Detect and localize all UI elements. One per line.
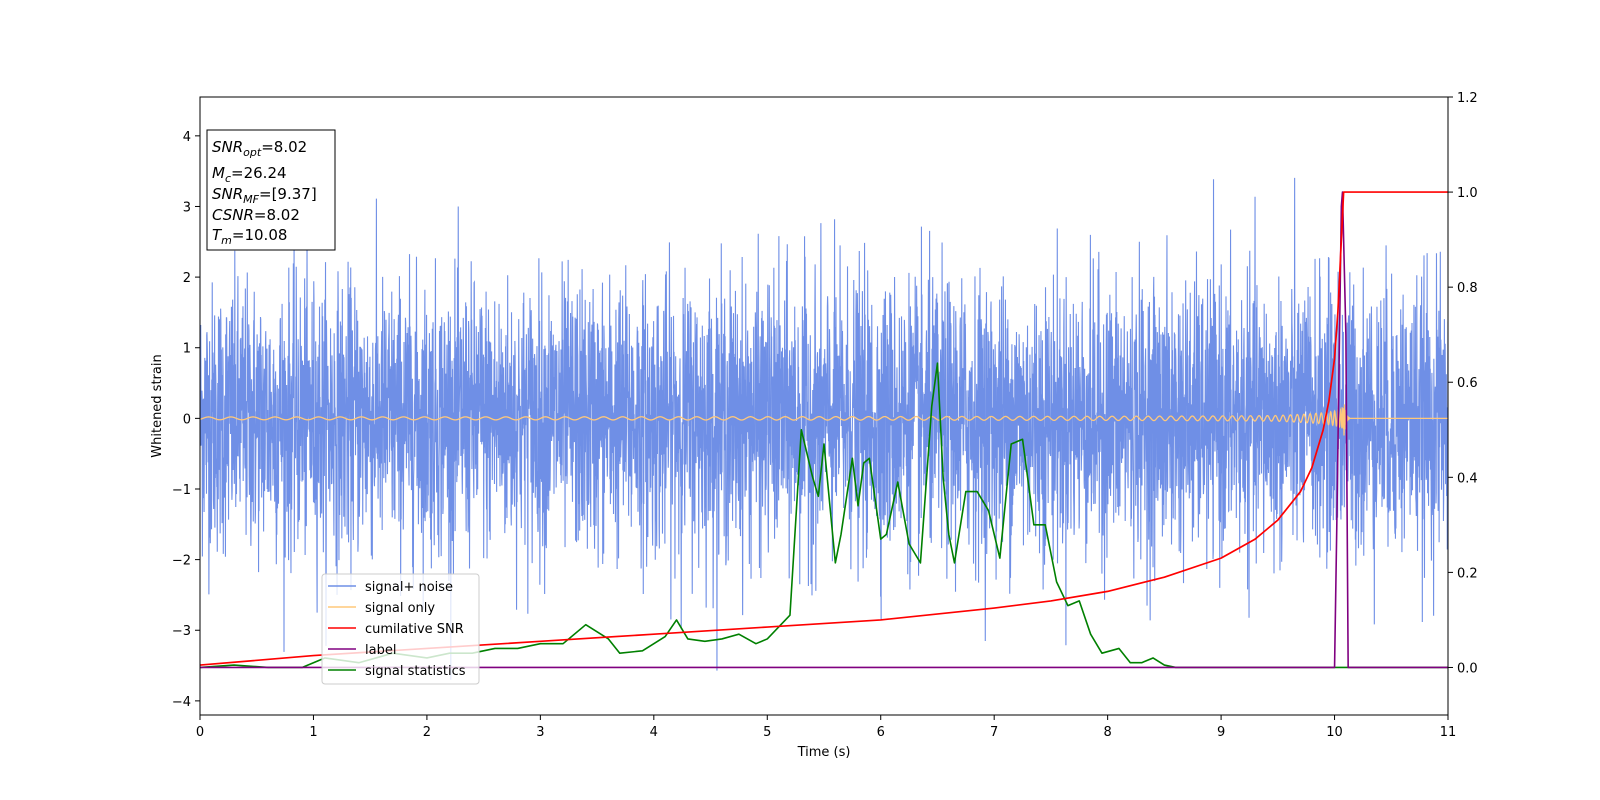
- y-left-tick-label: 2: [183, 271, 191, 286]
- legend-entry-label: signal+ noise: [365, 580, 453, 595]
- series-signal-only-line: [200, 404, 1448, 436]
- y-right-tick-label: 0.4: [1457, 471, 1478, 486]
- stats-annotation-line: CSNR=8.02: [212, 206, 300, 224]
- legend: signal+ noise signal only cumilative SNR la…: [321, 573, 480, 685]
- plot-area: [200, 177, 1448, 680]
- y-right-tick-label: 0.2: [1457, 566, 1478, 581]
- legend-entry-label: signal only: [365, 601, 435, 616]
- y-left-tick-label: 1: [183, 342, 191, 357]
- x-tick-label: 9: [1217, 725, 1225, 740]
- x-tick-label: 10: [1326, 725, 1343, 740]
- y-right-tick-label: 0.6: [1457, 376, 1478, 391]
- y-left-tick-label: 3: [183, 200, 191, 215]
- series-signal-statistics-line: [200, 362, 1448, 669]
- x-tick-label: 8: [1103, 725, 1111, 740]
- x-axis-label: Time (s): [797, 745, 851, 760]
- stats-annotation-line: Mc=26.24: [212, 164, 287, 185]
- x-tick-label: 5: [763, 725, 771, 740]
- stats-annotation-line: Tm=10.08: [212, 226, 287, 247]
- y-left-tick-label: −4: [172, 695, 191, 710]
- x-tick-label: 1: [309, 725, 317, 740]
- y-left-tick-label: 4: [183, 130, 191, 145]
- x-axis: 0 1 2 3 4 5 6 7 8 9 10 11: [196, 715, 1456, 740]
- x-tick-label: 2: [423, 725, 431, 740]
- y-right-tick-label: 0.0: [1457, 661, 1478, 676]
- legend-entry-label: signal statistics: [365, 664, 466, 679]
- series-signal-plus-noise-line: [200, 177, 1448, 680]
- x-tick-label: 11: [1440, 725, 1457, 740]
- stats-annotation-line: SNRMF=[9.37]: [212, 185, 317, 206]
- stats-annotation-box: SNRopt=8.02 Mc=26.24SNRMF=[9.37]CSNR=8.02…: [206, 129, 336, 251]
- legend-frame: [321, 573, 480, 685]
- y-right-tick-label: 1.2: [1457, 91, 1478, 106]
- x-tick-label: 3: [536, 725, 544, 740]
- legend-entry-label: cumilative SNR: [365, 622, 464, 637]
- y-left-tick-label: −3: [172, 624, 191, 639]
- y-left-tick-label: 0: [183, 412, 191, 427]
- y-axis-label: Whitened strain: [150, 354, 165, 457]
- stats-annotation-line: SNRopt=8.02: [212, 138, 307, 159]
- y-left-tick-label: −1: [172, 483, 191, 498]
- y-axis-left: −4 −3 −2 −1 0 1 2 3 4: [172, 130, 200, 710]
- y-left-tick-label: −2: [172, 554, 191, 569]
- y-axis-right: 0.0 0.2 0.4 0.6 0.8 1.0 1.2: [1448, 91, 1478, 676]
- plot-frame: [199, 96, 1449, 716]
- x-tick-label: 6: [877, 725, 885, 740]
- y-right-tick-label: 0.8: [1457, 281, 1478, 296]
- x-tick-label: 0: [196, 725, 204, 740]
- stats-annotation-frame: [206, 129, 336, 251]
- series-label-line: [200, 191, 1448, 669]
- series-cumilative-snr-line: [200, 191, 1448, 666]
- y-right-tick-label: 1.0: [1457, 186, 1478, 201]
- legend-entry-label: label: [365, 643, 396, 658]
- x-tick-label: 4: [650, 725, 658, 740]
- x-tick-label: 7: [990, 725, 998, 740]
